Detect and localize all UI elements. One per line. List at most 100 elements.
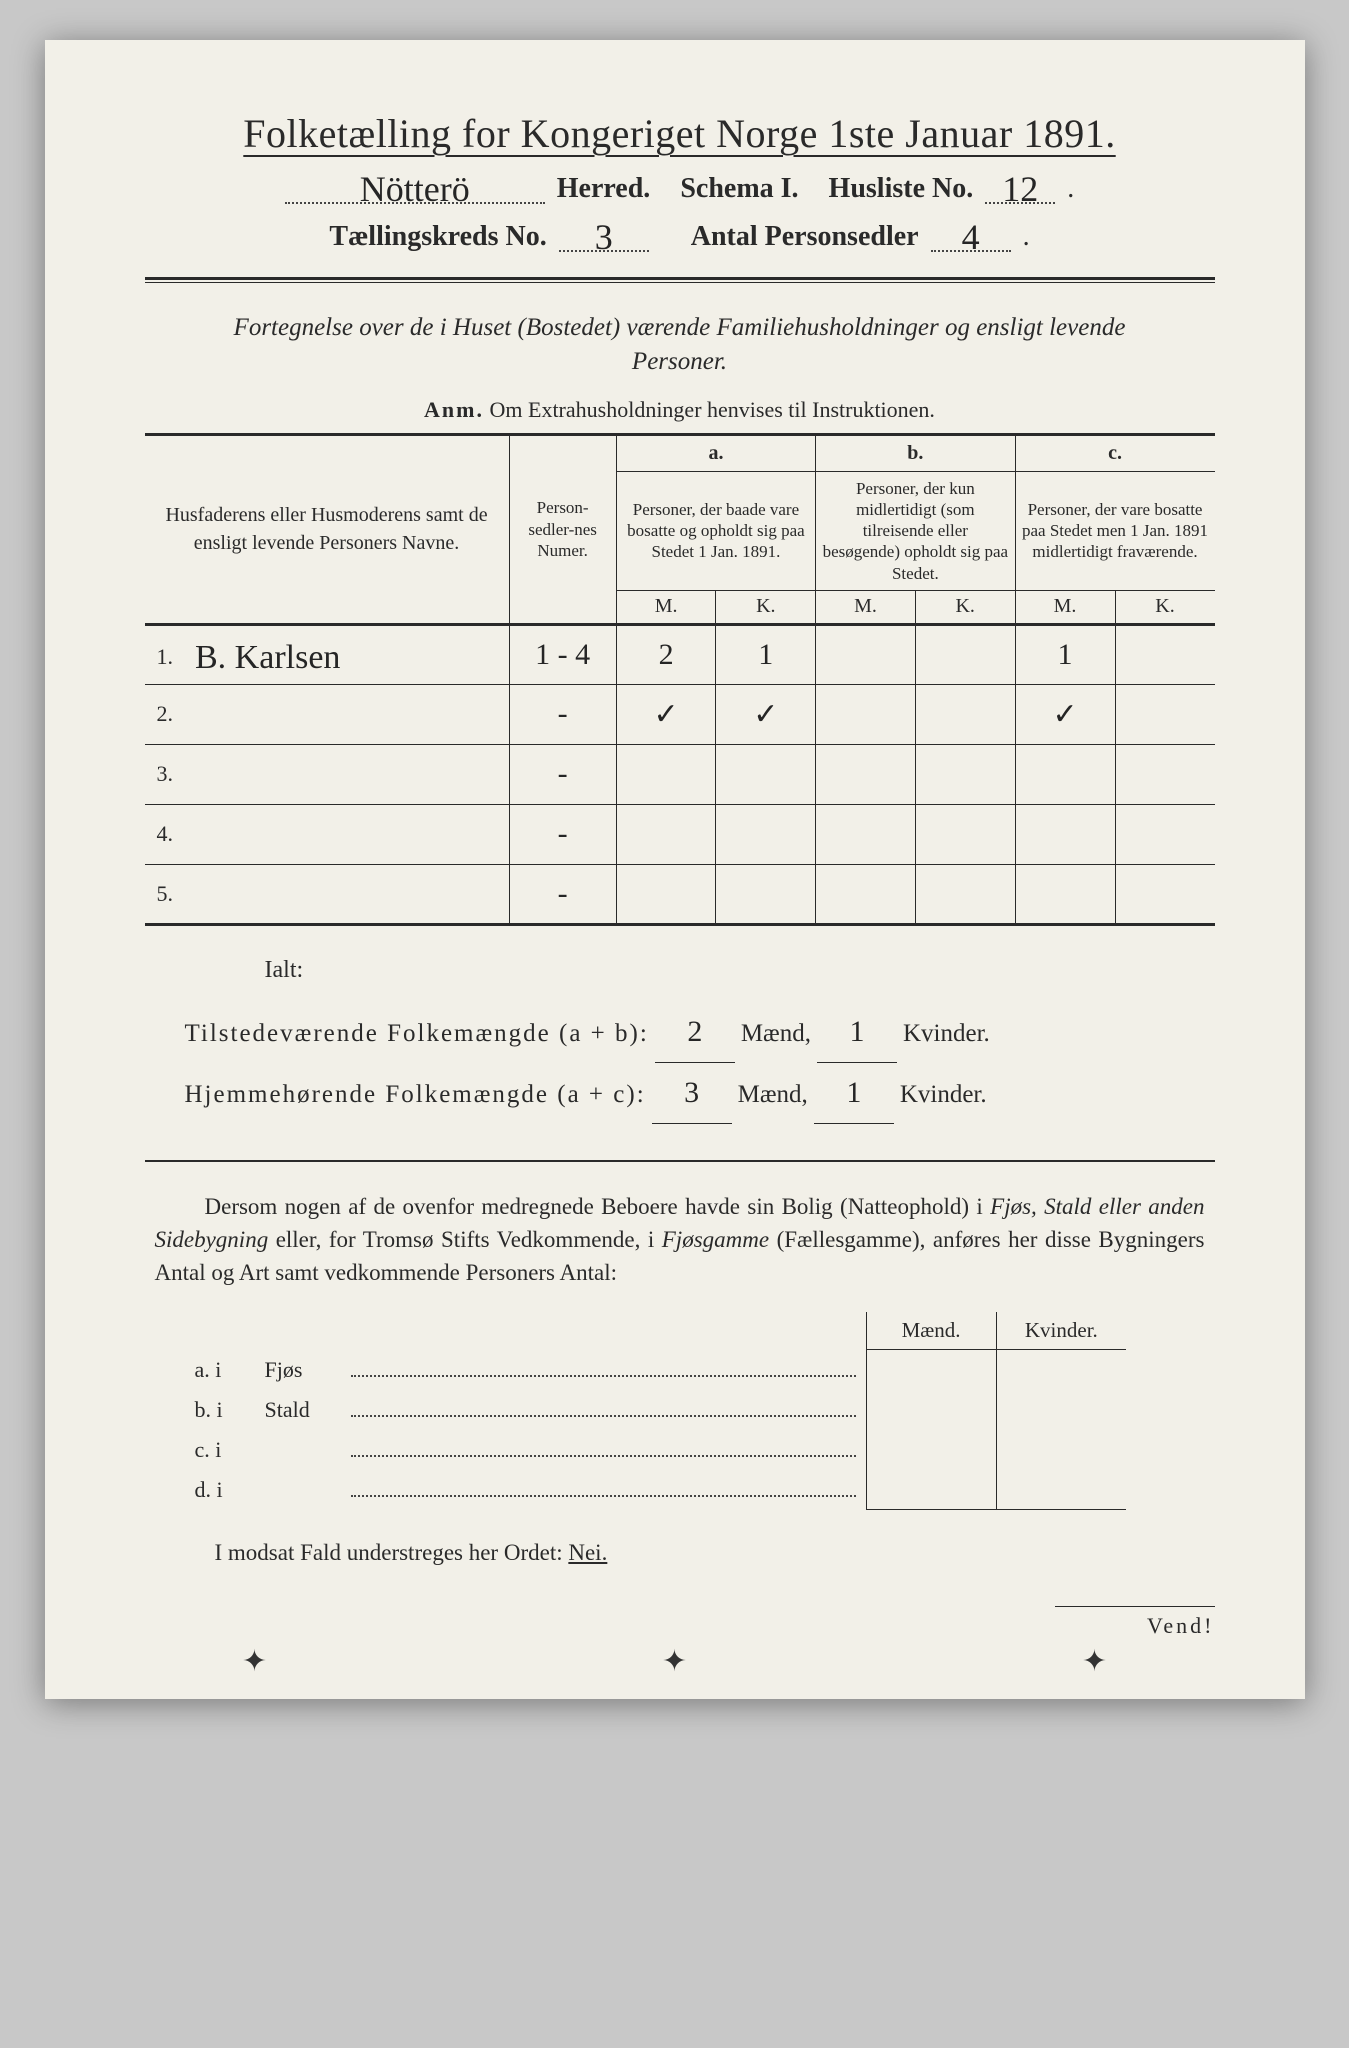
personsedler-label: Antal Personsedler <box>691 221 919 253</box>
row-number: 5. <box>157 881 182 907</box>
mk-data-cell <box>1015 804 1214 864</box>
row-number: 3. <box>157 761 182 787</box>
row-number: 1. <box>157 644 182 670</box>
household-table: Husfaderens eller Husmoderens samt de en… <box>145 433 1215 926</box>
building-label-cell: c. i <box>185 1429 867 1469</box>
num-cell: - <box>509 744 616 804</box>
kreds-label: Tællingskreds No. <box>329 221 546 253</box>
tot2-m-field: 3 <box>652 1063 732 1124</box>
building-label-cell: a. iFjøs <box>185 1349 867 1389</box>
col-a-desc: Personer, der baade vare bosatte og opho… <box>616 471 815 590</box>
husliste-label: Husliste No. <box>829 173 974 205</box>
kreds-field: 3 <box>559 219 649 252</box>
building-k <box>996 1429 1126 1469</box>
maend-label: Mænd, <box>738 1070 808 1120</box>
husliste-value: 12 <box>1002 175 1038 204</box>
total-row-2: Hjemmehørende Folkemængde (a + c): 3 Mæn… <box>185 1063 1215 1124</box>
maend-header: Mænd. <box>866 1312 996 1350</box>
divider-single <box>145 1160 1215 1162</box>
buildings-paragraph: Dersom nogen af de ovenfor medregnede Be… <box>155 1190 1205 1290</box>
tot1-m-field: 2 <box>655 1002 735 1063</box>
col-c-desc: Personer, der vare bosatte paa Stedet me… <box>1015 471 1214 590</box>
mk-data-cell <box>816 624 1015 684</box>
binding-pins: ✦ ✦ ✦ <box>45 1644 1305 1679</box>
building-k <box>996 1349 1126 1389</box>
buildings-table: Mænd. Kvinder. a. iFjøsb. iStaldc. id. i <box>185 1312 1127 1510</box>
mk-data-cell <box>616 744 815 804</box>
col-b-label: b. <box>816 434 1015 471</box>
ialt-label: Ialt: <box>265 946 1215 994</box>
table-row: 1.B. Karlsen1 - 4211 <box>145 624 1215 684</box>
mk-data-cell <box>816 864 1015 924</box>
building-m <box>866 1429 996 1469</box>
row-number: 4. <box>157 821 182 847</box>
totals-block: Ialt: Tilstedeværende Folkemængde (a + b… <box>185 946 1215 1124</box>
mk-data-cell <box>816 804 1015 864</box>
personsedler-field: 4 <box>931 219 1011 252</box>
mk-data-cell <box>816 744 1015 804</box>
pin-icon: ✦ <box>1082 1644 1107 1679</box>
person-name: B. Karlsen <box>195 644 340 671</box>
building-k <box>996 1469 1126 1509</box>
num-cell: - <box>509 864 616 924</box>
kvinder-label: Kvinder. <box>903 1009 990 1059</box>
nei-word: Nei. <box>568 1540 607 1565</box>
anm-text: Om Extrahusholdninger henvises til Instr… <box>490 397 935 422</box>
kvinder-label: Kvinder. <box>900 1070 987 1120</box>
building-k <box>996 1389 1126 1429</box>
mk-data-cell <box>616 804 815 864</box>
kvinder-header: Kvinder. <box>996 1312 1126 1350</box>
tot2-k-field: 1 <box>814 1063 894 1124</box>
period: . <box>1067 173 1074 205</box>
num-cell: - <box>509 684 616 744</box>
section-description: Fortegnelse over de i Huset (Bostedet) v… <box>185 311 1175 379</box>
building-label-cell: b. iStald <box>185 1389 867 1429</box>
col-name-header: Husfaderens eller Husmoderens samt de en… <box>145 434 510 624</box>
table-row: 2.-✓✓✓ <box>145 684 1215 744</box>
pin-icon: ✦ <box>242 1644 267 1679</box>
nei-line: I modsat Fald understreges her Ordet: Ne… <box>215 1540 1215 1566</box>
num-cell: 1 - 4 <box>509 624 616 684</box>
anm-label: Anm. <box>424 397 484 422</box>
page-title: Folketælling for Kongeriget Norge 1ste J… <box>145 110 1215 157</box>
header-row-1: Nötterö Herred. Schema I. Husliste No. 1… <box>145 171 1215 205</box>
building-row: d. i <box>185 1469 1127 1509</box>
mk-data-cell: ✓✓ <box>616 684 815 744</box>
table-row: 3. - <box>145 744 1215 804</box>
anm-note: Anm. Om Extrahusholdninger henvises til … <box>145 397 1215 423</box>
mk-data-cell <box>1015 864 1214 924</box>
herred-field: Nötterö <box>285 171 545 204</box>
col-c-label: c. <box>1015 434 1214 471</box>
mk-data-cell: 1 <box>1015 624 1214 684</box>
num-cell: - <box>509 804 616 864</box>
buildings-header: Mænd. Kvinder. <box>185 1312 1127 1350</box>
col-name-text: Husfaderens eller Husmoderens samt de en… <box>165 504 487 554</box>
personsedler-value: 4 <box>962 223 980 252</box>
building-m <box>866 1389 996 1429</box>
mk-data-cell <box>616 864 815 924</box>
building-row: b. iStald <box>185 1389 1127 1429</box>
mk-cell: M.K. <box>816 590 1015 624</box>
table-row: 5. - <box>145 864 1215 924</box>
header-row-2: Tællingskreds No. 3 Antal Personsedler 4… <box>145 219 1215 253</box>
table-row: 4. - <box>145 804 1215 864</box>
building-m <box>866 1349 996 1389</box>
husliste-field: 12 <box>985 171 1055 204</box>
total-row-1: Tilstedeværende Folkemængde (a + b): 2 M… <box>185 1002 1215 1063</box>
building-label-cell: d. i <box>185 1469 867 1509</box>
kreds-value: 3 <box>595 223 613 252</box>
col-num-header: Person-sedler-nes Numer. <box>509 434 616 624</box>
mk-cell: M.K. <box>616 590 815 624</box>
maend-label: Mænd, <box>741 1009 811 1059</box>
vend-label: Vend! <box>1055 1606 1215 1639</box>
row-number: 2. <box>157 701 182 727</box>
divider-double <box>145 277 1215 283</box>
col-a-label: a. <box>616 434 815 471</box>
tot2-label: Hjemmehørende Folkemængde (a + c): <box>185 1070 646 1120</box>
mk-data-cell <box>1015 744 1214 804</box>
col-b-desc: Personer, der kun midlertidigt (som tilr… <box>816 471 1015 590</box>
census-form-page: Folketælling for Kongeriget Norge 1ste J… <box>45 40 1305 1699</box>
building-m <box>866 1469 996 1509</box>
mk-data-cell: ✓ <box>1015 684 1214 744</box>
period: . <box>1023 221 1030 253</box>
